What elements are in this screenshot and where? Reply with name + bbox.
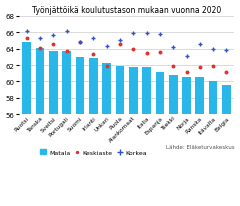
- Point: [91, 37, 95, 40]
- Point: [38, 47, 42, 50]
- Point: [78, 41, 82, 44]
- Point: [145, 52, 149, 55]
- Point: [198, 44, 202, 47]
- Point: [185, 55, 188, 58]
- Point: [118, 39, 122, 42]
- Point: [118, 43, 122, 46]
- Point: [65, 30, 69, 34]
- Bar: [196, 78, 204, 115]
- Legend: Matala, Keskiaste, Korkea: Matala, Keskiaste, Korkea: [38, 147, 149, 158]
- Point: [158, 51, 162, 54]
- Point: [78, 41, 82, 44]
- Bar: [209, 81, 217, 115]
- Point: [225, 49, 228, 53]
- Bar: [142, 67, 151, 115]
- Point: [211, 65, 215, 68]
- Bar: [22, 43, 31, 115]
- Point: [51, 43, 55, 46]
- Point: [25, 37, 29, 40]
- Point: [91, 53, 95, 56]
- Bar: [76, 57, 84, 115]
- Point: [225, 71, 228, 75]
- Bar: [116, 67, 124, 115]
- Bar: [62, 52, 71, 115]
- Point: [65, 50, 69, 53]
- Point: [198, 66, 202, 69]
- Point: [51, 34, 55, 37]
- Point: [145, 32, 149, 35]
- Title: Työnjättöikä koulutustason mukaan vuonna 2020: Työnjättöikä koulutustason mukaan vuonna…: [32, 6, 221, 14]
- Bar: [129, 67, 138, 115]
- Point: [171, 65, 175, 68]
- Point: [171, 46, 175, 49]
- Bar: [102, 64, 111, 115]
- Bar: [89, 58, 98, 115]
- Point: [211, 48, 215, 51]
- Bar: [182, 78, 191, 115]
- Text: Lähde: Eläketurvakeskus: Lähde: Eläketurvakeskus: [166, 144, 234, 149]
- Point: [131, 48, 135, 51]
- Point: [105, 65, 108, 68]
- Bar: [156, 73, 164, 115]
- Bar: [49, 52, 58, 115]
- Point: [38, 37, 42, 40]
- Point: [131, 32, 135, 35]
- Bar: [36, 49, 44, 115]
- Bar: [222, 85, 231, 115]
- Point: [25, 30, 29, 34]
- Bar: [169, 75, 178, 115]
- Point: [185, 71, 188, 75]
- Point: [158, 33, 162, 36]
- Point: [105, 45, 108, 49]
